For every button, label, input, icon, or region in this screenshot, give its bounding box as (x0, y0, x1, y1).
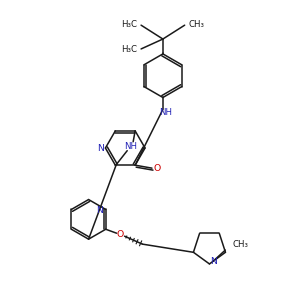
Text: CH₃: CH₃ (232, 240, 248, 249)
Text: H₃C: H₃C (121, 20, 137, 29)
Text: NH: NH (124, 142, 137, 151)
Text: O: O (117, 230, 124, 239)
Text: H₃C: H₃C (121, 45, 137, 54)
Text: N: N (96, 206, 103, 215)
Text: CH₃: CH₃ (189, 20, 205, 29)
Text: N: N (97, 143, 104, 152)
Text: O: O (153, 164, 161, 173)
Text: N: N (210, 257, 217, 266)
Text: NH: NH (159, 108, 172, 117)
